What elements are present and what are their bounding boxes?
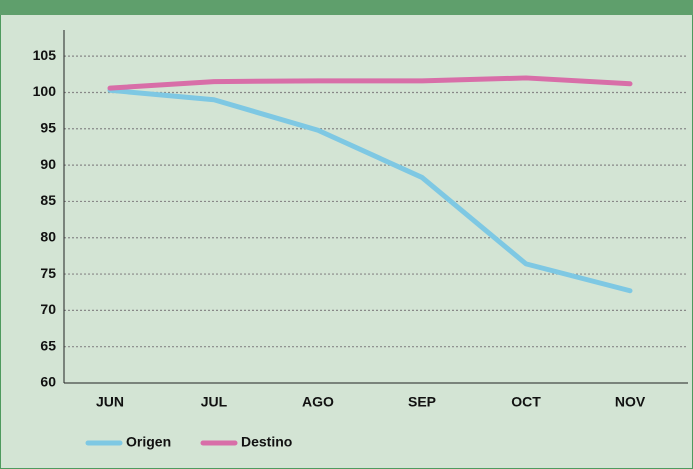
y-tick-label: 60 [40, 374, 56, 390]
data-line [107, 75, 633, 91]
data-line [107, 87, 633, 294]
y-tick-label: 105 [33, 47, 57, 63]
x-tick-label: JUN [96, 394, 124, 410]
y-tick-label: 95 [40, 119, 56, 135]
y-tick-label: 85 [40, 192, 56, 208]
y-tick-label: 80 [40, 228, 56, 244]
x-tick-label: SEP [408, 394, 436, 410]
y-tick-label: 75 [40, 265, 56, 281]
legend-label: Origen [126, 434, 171, 450]
y-tick-label: 100 [33, 83, 57, 99]
x-tick-label: NOV [615, 394, 646, 410]
x-tick-label: AGO [302, 394, 334, 410]
header-bar [0, 0, 693, 15]
y-tick-label: 65 [40, 337, 56, 353]
x-tick-label: OCT [511, 394, 541, 410]
legend-label: Destino [241, 434, 292, 450]
y-tick-label: 90 [40, 156, 56, 172]
x-tick-label: JUL [201, 394, 228, 410]
y-tick-label: 70 [40, 301, 56, 317]
